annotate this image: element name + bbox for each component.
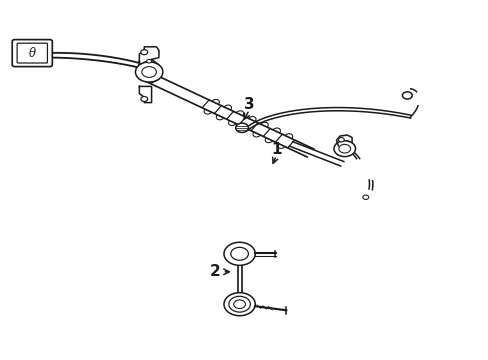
Circle shape <box>141 50 147 55</box>
Circle shape <box>333 141 355 157</box>
Text: 3: 3 <box>244 97 254 112</box>
Circle shape <box>146 59 151 63</box>
Circle shape <box>230 247 248 260</box>
Circle shape <box>141 96 147 102</box>
Circle shape <box>338 138 344 142</box>
Circle shape <box>402 92 411 99</box>
Text: θ: θ <box>29 46 36 60</box>
Circle shape <box>338 144 350 153</box>
Text: 2: 2 <box>209 264 220 279</box>
Circle shape <box>224 242 255 265</box>
Circle shape <box>224 293 255 316</box>
Circle shape <box>135 62 163 82</box>
Text: 1: 1 <box>270 142 281 157</box>
Circle shape <box>235 123 248 132</box>
Circle shape <box>233 300 245 309</box>
Circle shape <box>142 67 156 77</box>
Circle shape <box>362 195 368 199</box>
Circle shape <box>228 296 250 312</box>
FancyBboxPatch shape <box>17 43 47 63</box>
FancyBboxPatch shape <box>12 40 52 67</box>
